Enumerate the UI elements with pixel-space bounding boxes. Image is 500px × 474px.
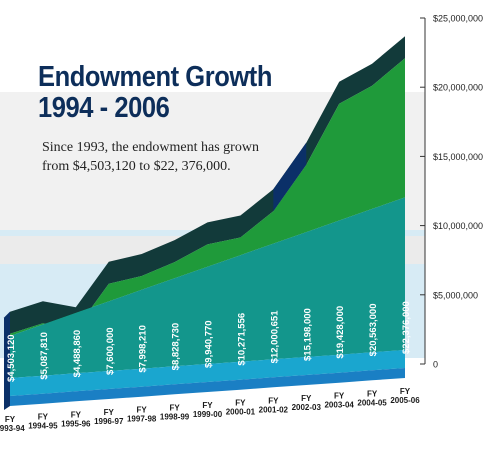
x-tick-label-line: FY [104,408,115,417]
data-label: $19,428,000 [335,306,346,359]
y-tick-label: $20,000,000 [433,83,483,93]
data-label: $9,940,770 [204,320,215,368]
x-tick-label-line: 2005-06 [390,396,420,405]
x-tick-label: FY 1999-00 [193,401,223,419]
x-tick-label: FY 2005-06 [390,387,420,405]
x-tick-label: FY 2000-01 [226,399,256,417]
value-labels: $4,503,120 $5,087,810 $4,488,860 $7,600,000… [6,301,412,382]
x-tick-label: FY 2004-05 [357,389,387,407]
area-band-middle [10,197,405,378]
x-tick-label: FY 1997-98 [127,406,157,424]
x-tick-label-line: FY [71,410,82,419]
x-tick-label-line: FY [5,415,16,424]
x-tick-label-line: 1995-96 [61,419,91,428]
x-tick-label-line: 1997-98 [127,415,157,424]
x-tick-label: FY 2003-04 [324,392,354,410]
x-tick-label-line: 2001-02 [259,405,289,414]
x-axis-labels: FY1993-94FY1994-95FY1995-96FY1996-97FY19… [0,387,420,433]
data-label: $10,271,556 [236,313,247,366]
x-tick-label: FY 2002-03 [292,394,322,412]
x-tick-label-line: FY [400,387,411,396]
data-label: $15,198,000 [302,308,313,361]
chart-title: Endowment Growth 1994 - 2006 [38,62,272,124]
data-label: $7,600,000 [105,327,116,375]
x-tick-label: FY 1994-95 [28,413,58,431]
area-bands [4,36,405,410]
area-bottom-edge [10,368,405,406]
chart-subtitle: Since 1993, the endowment has grown from… [42,140,259,174]
x-tick-label: FY1993-94 [0,415,25,433]
data-label: $7,998,210 [138,325,149,373]
ribbon-highlight-2002-03 [273,142,307,212]
x-tick-label-line: FY [202,401,213,410]
x-tick-label: FY 1996-97 [94,408,124,426]
data-label: $5,087,810 [39,332,50,380]
x-tick-label-line: FY [367,389,378,398]
x-tick-label-line: 2004-05 [357,398,387,407]
x-tick-label-line: 1994-95 [28,422,58,431]
x-tick-label-line: FY [235,399,246,408]
x-tick-label: FY 1995-96 [61,410,91,428]
y-tick-label: $10,000,000 [433,221,483,231]
x-tick-label-line: 2002-03 [292,403,322,412]
x-tick-label-line: 2003-04 [324,401,354,410]
x-tick-label-line: FY [38,413,49,422]
x-tick-label-line: 2000-01 [226,408,256,417]
y-tick-label: $5,000,000 [433,290,478,300]
y-tick-label: $15,000,000 [433,152,483,162]
x-tick-label-line: FY [169,403,180,412]
x-tick-label-line: 1996-97 [94,417,124,426]
y-axis: 0 $5,000,000 $10,000,000 $15,000,000 $20,000… [420,14,483,370]
x-tick-label: FY 2001-02 [259,396,289,414]
x-tick-label-line: FY [268,396,279,405]
x-tick-label-line: FY [301,394,312,403]
chart-title-line-2: 1994 - 2006 [38,92,170,124]
area-band-upper [10,58,405,337]
x-tick-label-line: 1998-99 [160,412,190,421]
data-label: $22,376,000 [401,301,412,354]
chart-title-line-1: Endowment Growth [38,61,272,93]
y-tick-label: 0 [433,360,438,370]
data-label: $20,563,000 [368,303,379,356]
ribbon-top-edge [10,36,405,334]
x-tick-label-line: FY [137,406,148,415]
data-label: $4,488,860 [72,330,83,378]
x-tick-label: FY 1998-99 [160,403,190,421]
x-tick-label-line: 1993-94 [0,424,25,433]
x-tick-label-line: FY [334,392,345,401]
x-tick-label-line: 1999-00 [193,410,223,419]
y-tick-label: $25,000,000 [433,14,483,24]
ribbon-left-face [4,311,10,410]
data-label: $4,503,120 [6,334,17,382]
data-label: $8,828,730 [171,323,182,371]
data-label: $12,000,651 [269,310,280,364]
area-band-lower [10,350,405,396]
